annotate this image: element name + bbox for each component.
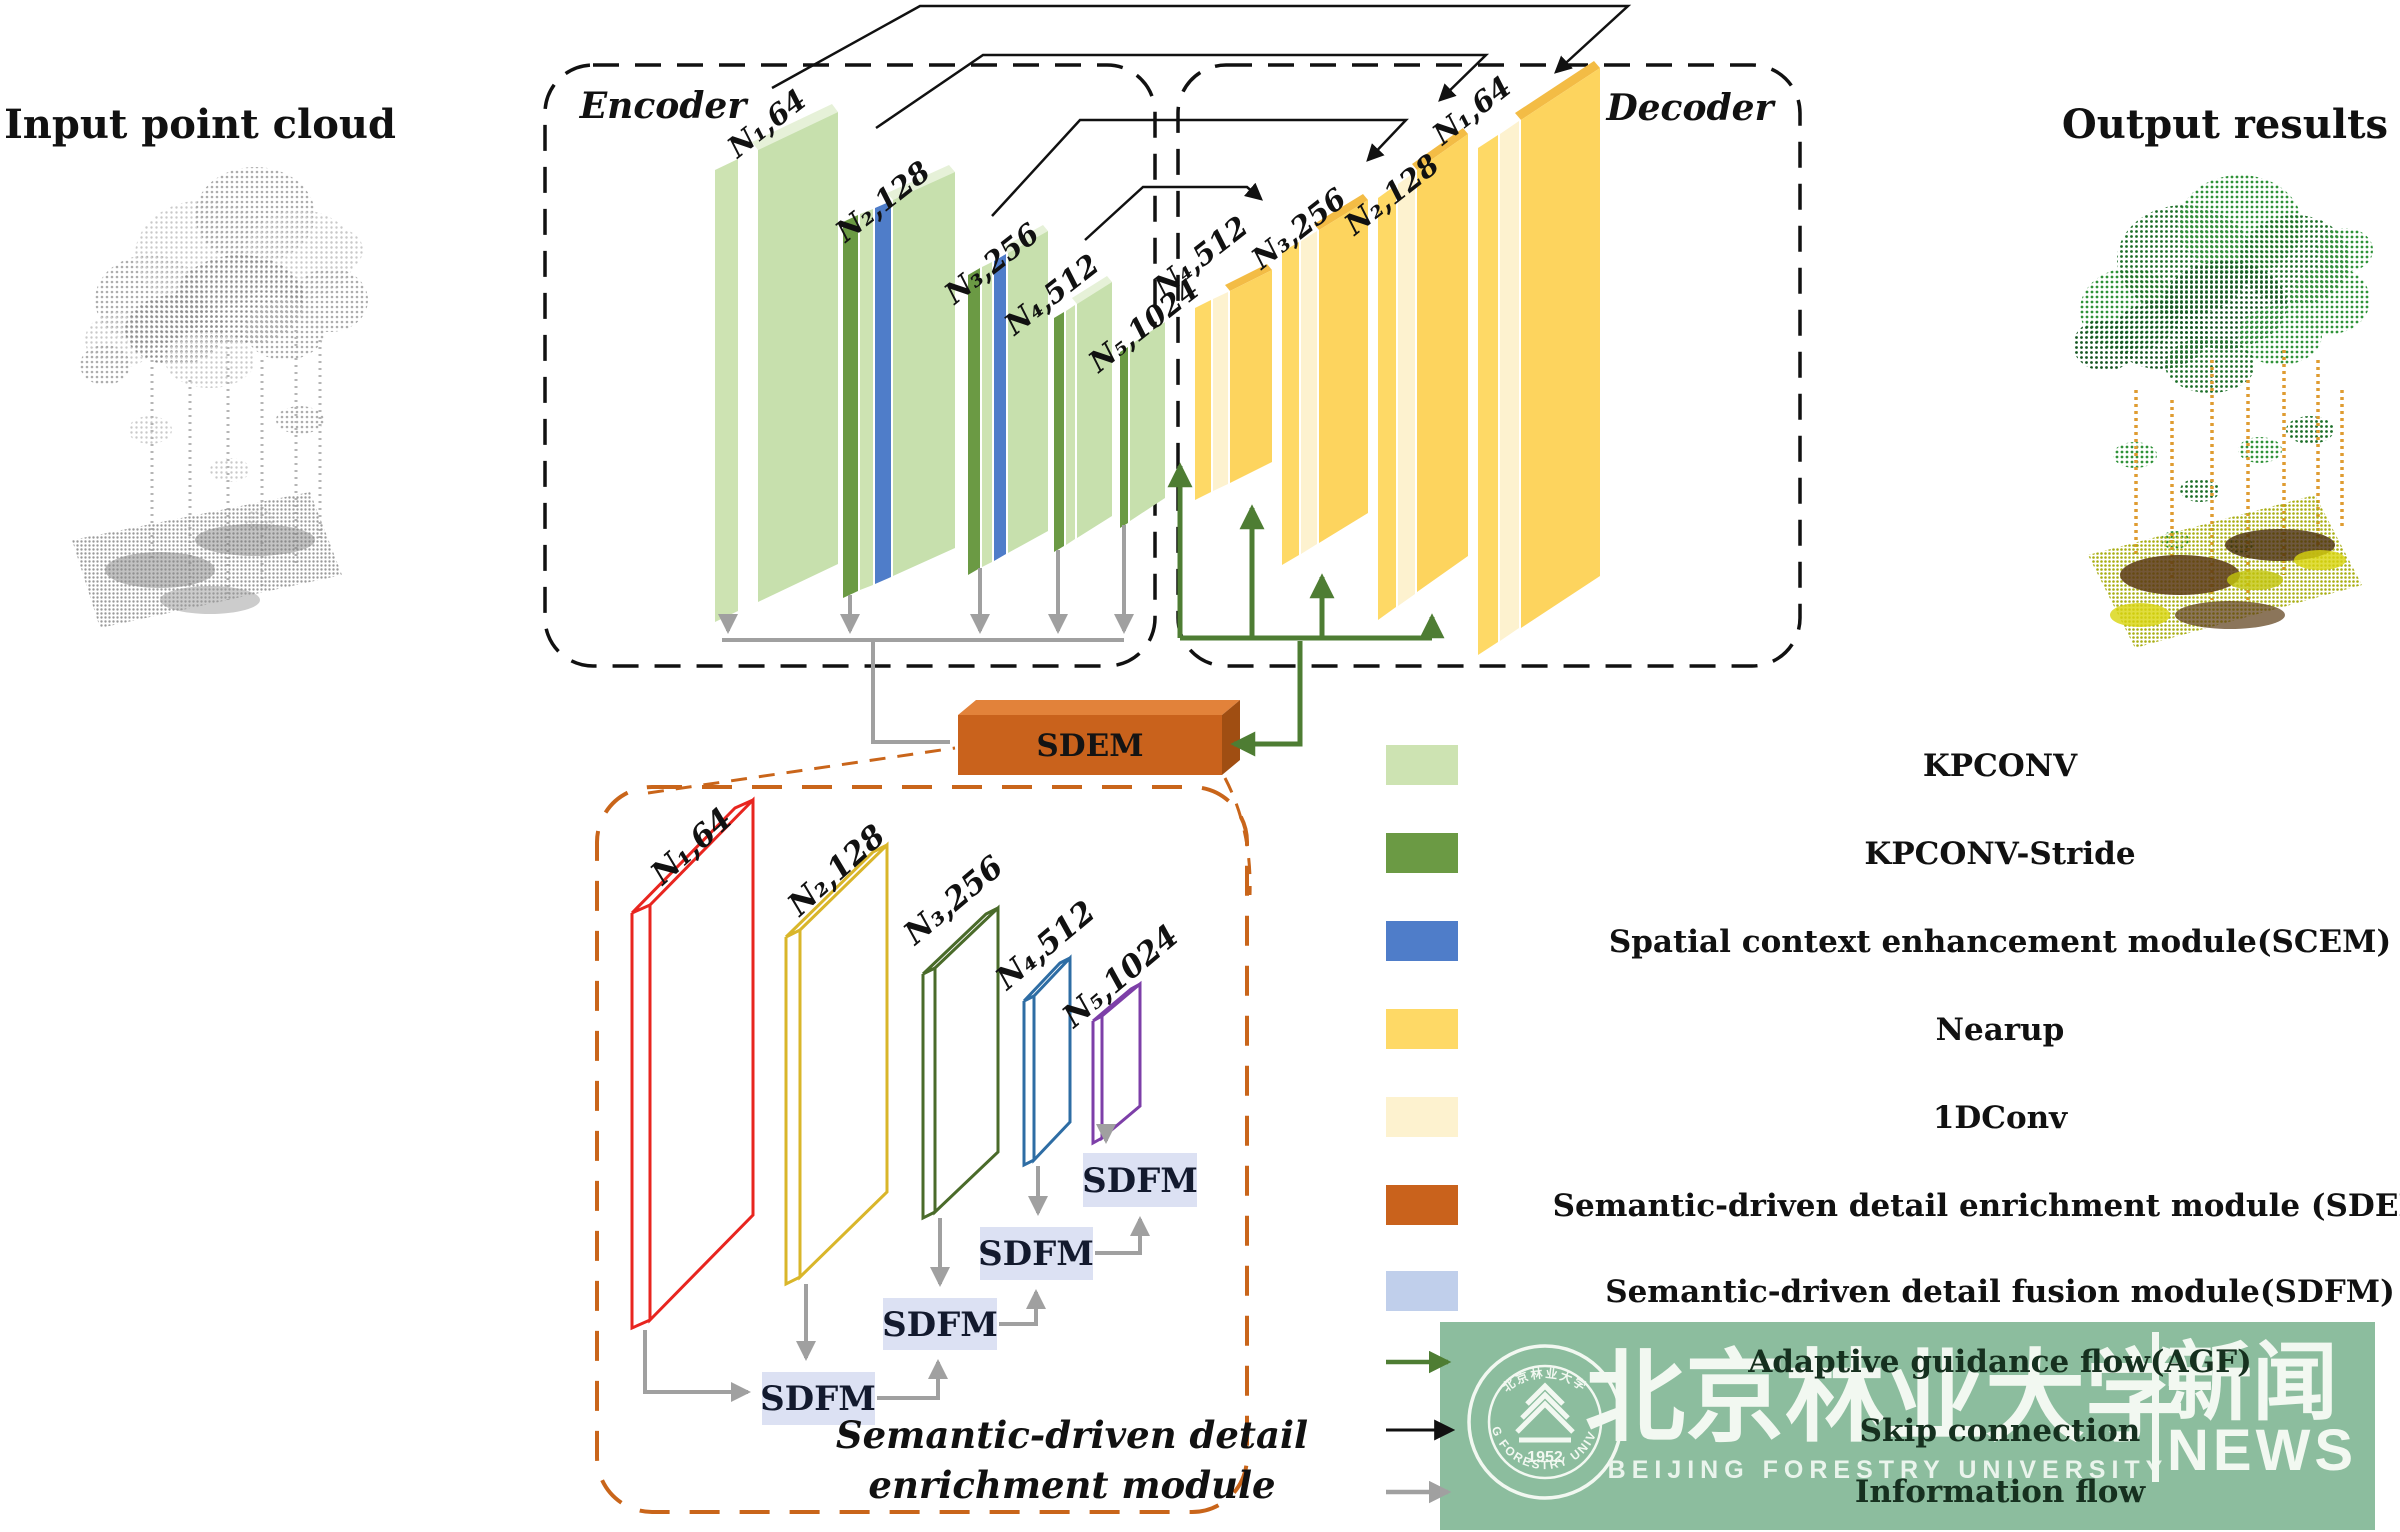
module-slab-n1	[630, 796, 755, 1331]
input-trunks	[150, 330, 322, 600]
legend-label-1dconv: 1DConv	[1933, 1100, 2068, 1136]
legend-label-scem: Spatial context enhancement module(SCEM)	[1609, 924, 2391, 960]
university-name-cn: 北京林业大学	[1585, 1339, 2185, 1456]
sdfm-boxes: SDFM SDFM SDFM SDFM	[760, 1153, 1198, 1425]
legend: KPCONV KPCONV-Stride Spatial context enh…	[1386, 745, 2400, 1510]
legend-swatch-kpconv	[1386, 745, 1458, 785]
legend-swatch-sdfm	[1386, 1271, 1458, 1311]
legend-label-kpconv-stride: KPCONV-Stride	[1864, 836, 2135, 872]
legend-swatch-nearup	[1386, 1009, 1458, 1049]
module-slab-label: N₂,128	[780, 818, 892, 924]
module-caption-line2: enrichment module	[868, 1463, 1275, 1507]
university-name-en: BEIJING FORESTRY UNIVERSITY	[1608, 1456, 2169, 1484]
sdem-box: SDEM	[958, 700, 1240, 775]
output-results-image	[2073, 175, 2373, 648]
enrichment-module-box	[595, 785, 1249, 1514]
sdfm-box-label: SDFM	[760, 1379, 876, 1419]
decoder-box	[1176, 63, 1802, 668]
seal-year: 1952	[1527, 1449, 1563, 1466]
legend-label-sdem: Semantic-driven detail enrichment module…	[1553, 1188, 2400, 1224]
news-cn: 新闻	[2166, 1333, 2338, 1433]
module-slab-labels: N₁,64 N₂,128 N₃,256 N₄,512 N₅,1024	[643, 801, 1185, 1036]
legend-swatch-sdem	[1386, 1185, 1458, 1225]
sdfm-box-label: SDFM	[882, 1305, 998, 1345]
information-flow-lines	[718, 525, 1134, 744]
legend-swatch-scem	[1386, 921, 1458, 961]
decoder-label: Decoder	[1605, 87, 1776, 129]
input-point-cloud-image	[72, 167, 368, 628]
module-caption-line1: Semantic-driven detail	[836, 1413, 1308, 1457]
skip-connections	[771, 4, 1632, 241]
module-slab-n4	[1022, 954, 1072, 1168]
adaptive-guidance-flow-lines	[1167, 462, 1445, 757]
sdem-label: SDEM	[1036, 728, 1143, 764]
legend-label-info: Information flow	[1855, 1474, 2147, 1510]
encoder-stages	[715, 104, 1165, 622]
sdfm-box-label: SDFM	[1082, 1161, 1198, 1201]
output-ground	[2088, 495, 2362, 648]
input-title: Input point cloud	[4, 101, 396, 148]
module-slabs	[630, 796, 1142, 1331]
legend-swatch-kpconv-stride	[1386, 833, 1458, 873]
legend-label-skip: Skip connection	[1860, 1413, 2141, 1449]
legend-label-nearup: Nearup	[1936, 1012, 2065, 1048]
legend-swatch-1dconv	[1386, 1097, 1458, 1137]
legend-label-sdfm: Semantic-driven detail fusion module(SDF…	[1605, 1274, 2395, 1310]
encoder-label: Encoder	[579, 85, 750, 127]
input-ground	[72, 492, 342, 628]
module-slab-label: N₁,64	[643, 801, 739, 893]
legend-label-kpconv: KPCONV	[1923, 748, 2078, 784]
decoder-stages	[1195, 61, 1600, 655]
news-en: NEWS	[2167, 1418, 2357, 1483]
module-slab-label: N₃,256	[896, 849, 1010, 953]
sdfm-flow-lines	[643, 1124, 1150, 1402]
legend-label-agf: Adaptive guidance flow(AGF)	[1747, 1344, 2252, 1380]
output-title: Output results	[2062, 101, 2388, 148]
module-slab-n3	[921, 904, 1000, 1221]
module-slab-n2	[784, 841, 889, 1287]
banner-divider	[2152, 1332, 2159, 1482]
module-callout-lines	[647, 746, 1252, 896]
sdfm-box-label: SDFM	[978, 1234, 1094, 1274]
